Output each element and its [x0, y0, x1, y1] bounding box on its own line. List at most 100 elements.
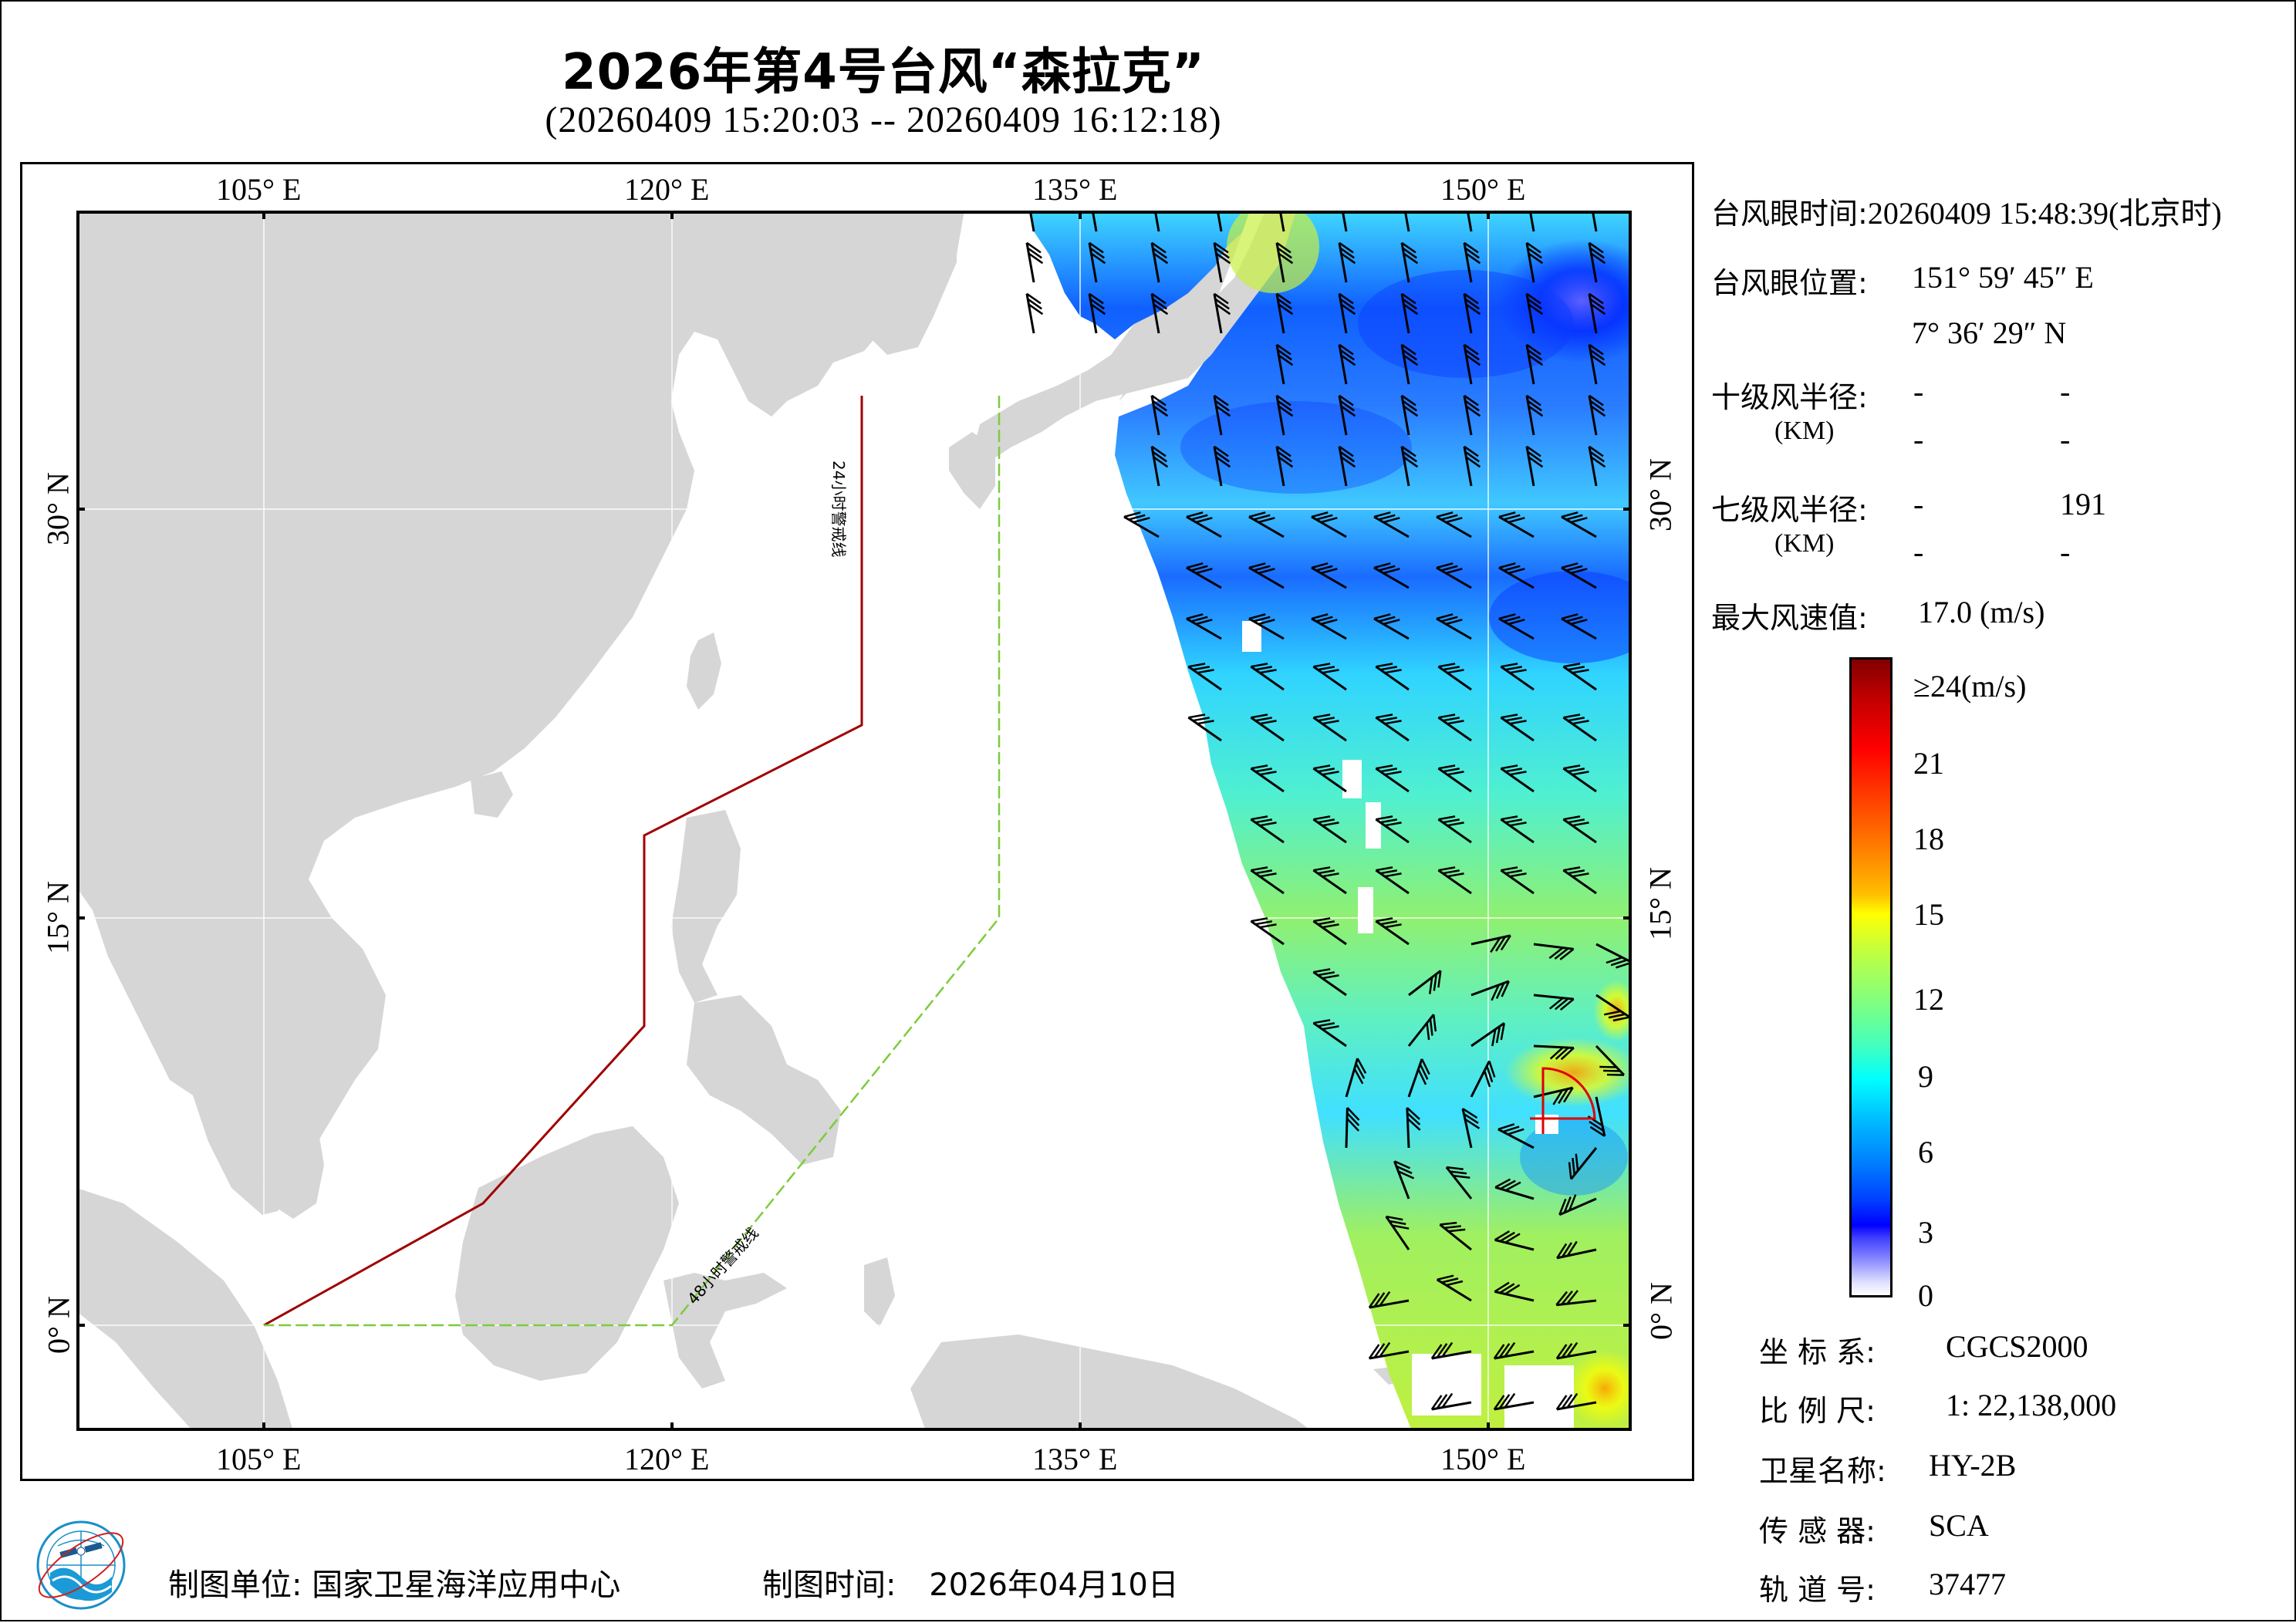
wind-barb [1312, 663, 1347, 691]
wind-barb [1250, 714, 1285, 742]
lat-label-left-30: 30° N [40, 472, 76, 545]
r10-label-row: 十级风半径: [1711, 373, 1868, 416]
wind-barb [1213, 445, 1231, 487]
wind-barb [1493, 1341, 1535, 1360]
colorbar-tick-21: 21 [1913, 746, 1944, 781]
wind-barb [1373, 511, 1410, 538]
eye-lon-value: 151° 59′ 45″ E [1912, 260, 2094, 295]
wind-barb [1407, 1014, 1437, 1047]
r10-label: 十级风半径: [1711, 380, 1868, 414]
eye-time-row: 台风眼时间:20260409 15:48:39(北京时) [1711, 188, 2222, 233]
colorbar-tick-15: 15 [1913, 897, 1944, 932]
wind-barb [1529, 214, 1535, 232]
wind-barb [1092, 214, 1098, 232]
wind-barb [1445, 1166, 1473, 1200]
crs-row: 坐 标 系: [1759, 1328, 1876, 1371]
lon-label-top-105: 105° E [216, 172, 302, 207]
colorbar-tick-0: 0 [1918, 1278, 1933, 1313]
wind-barb [1463, 292, 1481, 334]
eye-time-label: 台风眼时间: [1711, 197, 1868, 231]
max-wind-label: 最大风速值: [1711, 601, 1868, 635]
wind-barb [1279, 214, 1285, 232]
colorbar-tick-6: 6 [1918, 1135, 1933, 1169]
wind-barb [1187, 714, 1222, 742]
wind-barb [1470, 1060, 1496, 1098]
wind-barb [1186, 511, 1222, 538]
wind-barb [1368, 1291, 1410, 1309]
warning-24h-label: 24小时警戒线 [829, 461, 848, 558]
wind-barb [1213, 241, 1231, 283]
wind-barb [1562, 714, 1597, 742]
r10-value-se: - [2060, 422, 2071, 457]
wind-field-map[interactable]: 24小时警戒线 48小时警戒线 [76, 211, 1632, 1431]
orbit-label: 轨 道 号: [1759, 1573, 1876, 1607]
lat-label-right-30: 30° N [1643, 458, 1678, 531]
wind-barb [1525, 292, 1544, 334]
wind-barb [1025, 292, 1044, 334]
wind-barb [1430, 1341, 1472, 1360]
wind-barb [1338, 394, 1356, 436]
wind-barb [1588, 394, 1606, 436]
wind-barb [1400, 394, 1419, 436]
wind-barb [1385, 1215, 1410, 1250]
wind-barb [1406, 1107, 1421, 1149]
r7-value-nw: - [1913, 487, 1924, 521]
wind-barb [1275, 445, 1294, 487]
wind-barb [1088, 292, 1106, 334]
wind-barb [1312, 764, 1347, 793]
lon-label-top-135: 135° E [1032, 172, 1118, 207]
lon-label-bottom-120: 120° E [624, 1442, 710, 1476]
wind-barb [1373, 613, 1410, 640]
wind-barb [1467, 214, 1473, 232]
wind-barb [1375, 866, 1410, 895]
wind-barb [1498, 562, 1535, 589]
r10-value-nw: - [1913, 374, 1924, 409]
wind-barb [1250, 764, 1285, 793]
wind-barb [1558, 1194, 1597, 1216]
wind-barb [1312, 917, 1347, 946]
wind-barbs [1025, 214, 1629, 1411]
wind-barb [1436, 1274, 1472, 1302]
wind-barb [1561, 511, 1597, 538]
r7-label: 七级风半径: [1711, 493, 1868, 527]
wind-barb [1437, 866, 1472, 895]
wind-barb [1500, 714, 1535, 742]
wind-barb [1400, 241, 1419, 283]
wind-barb [1494, 1230, 1535, 1251]
producer-value: 国家卫星海洋应用中心 [312, 1567, 621, 1603]
wind-barb [1568, 1147, 1598, 1180]
wind-barb [1186, 562, 1222, 589]
wind-barb [1595, 994, 1629, 1022]
wind-barb [1592, 214, 1598, 232]
wind-barb [1500, 815, 1535, 844]
wind-barb [1275, 394, 1294, 436]
wind-barb [1525, 394, 1544, 436]
lon-label-top-120: 120° E [624, 172, 710, 207]
wind-barb [1562, 866, 1597, 895]
lat-label-left-15: 15° N [40, 881, 76, 954]
eye-time-value: 20260409 15:48:39(北京时) [1867, 196, 2222, 231]
scale-row: 比 例 尺: [1759, 1387, 1876, 1429]
colorbar-tick-12: 12 [1913, 982, 1944, 1017]
r10-value-ne: - [2060, 374, 2071, 409]
wind-barb [1555, 1392, 1597, 1411]
lon-label-bottom-135: 135° E [1032, 1442, 1118, 1476]
wind-barb [1368, 1341, 1410, 1360]
wind-barb [1345, 1058, 1367, 1098]
wind-barb [1525, 445, 1544, 487]
wind-barb [1463, 394, 1481, 436]
wind-barb [1436, 613, 1472, 640]
eye-lat-value: 7° 36′ 29″ N [1912, 315, 2067, 350]
wind-barb [1187, 663, 1222, 691]
wind-barb [1375, 764, 1410, 793]
warning-line-48h [264, 396, 1001, 1327]
wind-barb [1150, 292, 1169, 334]
wind-barb [1342, 214, 1348, 232]
wind-barb [1461, 1108, 1481, 1149]
wind-barb [1375, 815, 1410, 844]
lat-label-left-0: 0° N [41, 1296, 76, 1354]
wind-barb [1312, 968, 1347, 997]
wind-barb [1595, 1044, 1626, 1076]
wind-barb [1029, 214, 1035, 232]
wind-barb [1500, 663, 1535, 691]
